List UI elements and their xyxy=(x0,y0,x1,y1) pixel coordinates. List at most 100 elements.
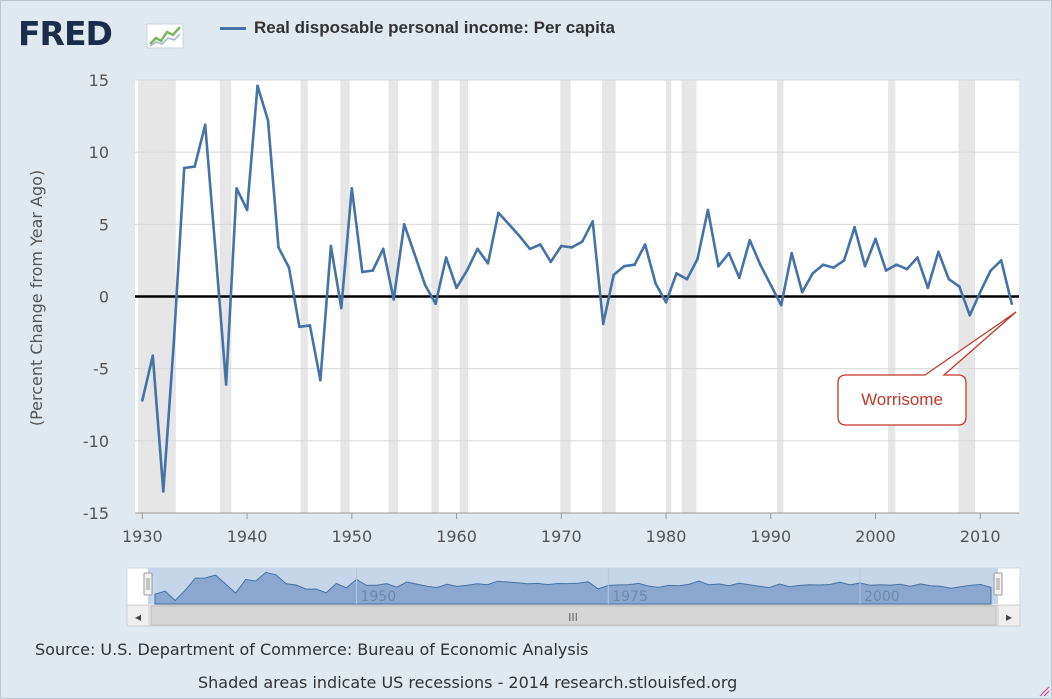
data-point xyxy=(486,262,490,265)
navigator-label: 1950 xyxy=(360,589,396,605)
data-point xyxy=(287,266,291,269)
data-point xyxy=(842,259,846,262)
annotation-bubble xyxy=(837,311,1017,426)
data-point xyxy=(497,211,500,215)
data-point xyxy=(978,290,982,294)
x-tick-label: 1980 xyxy=(646,527,687,546)
data-point xyxy=(926,286,930,290)
source-note: Source: U.S. Department of Commerce: Bur… xyxy=(35,640,589,659)
data-point xyxy=(853,225,856,229)
data-point xyxy=(350,186,354,190)
data-point xyxy=(308,324,312,327)
data-point xyxy=(769,283,773,287)
annotation-text: Worrisome xyxy=(861,390,943,409)
data-point xyxy=(612,273,615,277)
x-tick-label: 2010 xyxy=(960,527,1001,546)
data-point xyxy=(685,277,689,281)
data-point xyxy=(937,250,940,254)
scroll-right-icon: ▸ xyxy=(1006,610,1012,624)
y-axis-label: (Percent Change from Year Ago) xyxy=(27,170,46,426)
scrollbar-thumb[interactable] xyxy=(150,605,997,626)
navigator-right-handle[interactable] xyxy=(993,572,1003,596)
y-tick-label: 5 xyxy=(99,215,109,234)
scrollbar-grip: III xyxy=(568,611,578,624)
series-line xyxy=(141,84,1013,493)
data-point xyxy=(800,290,804,294)
data-point xyxy=(151,354,155,357)
x-tick-label: 1970 xyxy=(541,527,582,546)
data-point xyxy=(329,244,333,248)
data-point xyxy=(549,260,553,264)
resize-grip-icon[interactable] xyxy=(1038,685,1050,697)
annotation-callout xyxy=(837,311,1017,426)
y-tick-label: -5 xyxy=(93,360,109,379)
navigator-left-handle[interactable] xyxy=(143,572,153,596)
data-point xyxy=(518,234,521,238)
logo-graph-icon xyxy=(146,23,184,49)
data-point xyxy=(601,322,605,326)
data-point xyxy=(895,263,898,267)
chart-legend[interactable]: Real disposable personal income: Per cap… xyxy=(220,18,615,38)
data-point xyxy=(748,238,752,242)
data-point xyxy=(507,223,511,226)
data-point xyxy=(539,243,542,246)
navigator[interactable]: 1950 1975 2000 III ◂ ▸ xyxy=(126,567,1021,627)
data-point xyxy=(622,264,626,268)
data-point xyxy=(224,383,228,386)
data-point xyxy=(706,208,710,212)
series-layer xyxy=(141,84,1013,493)
legend-label: Real disposable personal income: Per cap… xyxy=(254,18,615,37)
data-point xyxy=(172,341,176,344)
data-point xyxy=(423,283,427,287)
fred-logo[interactable]: FRED xyxy=(18,14,113,53)
data-point xyxy=(1010,302,1013,306)
data-point xyxy=(245,208,249,212)
data-point xyxy=(182,166,186,170)
data-point xyxy=(654,282,657,285)
data-point xyxy=(193,165,197,168)
data-point xyxy=(360,270,364,274)
data-point xyxy=(957,285,961,288)
scroll-left-button[interactable] xyxy=(126,604,150,627)
data-point xyxy=(371,269,375,272)
data-point xyxy=(779,303,783,307)
data-point xyxy=(727,251,731,255)
data-point xyxy=(999,259,1003,262)
data-point xyxy=(434,302,437,306)
data-point xyxy=(738,276,741,280)
y-tick-label: 15 xyxy=(89,71,109,90)
x-tick-label: 1950 xyxy=(331,527,372,546)
data-point xyxy=(633,263,636,267)
data-point xyxy=(141,399,144,402)
data-point xyxy=(319,378,322,382)
y-tick-label: -15 xyxy=(83,504,109,523)
data-point xyxy=(968,313,972,317)
data-point xyxy=(381,247,385,251)
data-point xyxy=(203,123,207,127)
data-point xyxy=(559,244,563,248)
axes: -15 -10 -5 0 5 10 15 1930 1940 1950 1960 1970 1980 19… xyxy=(83,71,1019,546)
data-point xyxy=(591,220,595,223)
data-point xyxy=(465,269,469,272)
y-tick-label: 10 xyxy=(89,143,109,162)
legend-line-swatch xyxy=(220,26,246,30)
data-point xyxy=(580,240,584,243)
data-point xyxy=(444,256,448,259)
data-point xyxy=(821,263,825,267)
y-tick-label: -10 xyxy=(83,432,109,451)
scroll-left-icon: ◂ xyxy=(135,610,141,624)
data-point xyxy=(696,257,699,261)
data-point xyxy=(161,490,165,493)
data-point xyxy=(790,251,794,255)
navigator-label: 2000 xyxy=(864,589,900,605)
data-point xyxy=(863,264,867,268)
scroll-right-button[interactable] xyxy=(997,604,1021,627)
data-point xyxy=(758,263,762,267)
navigator-series-area xyxy=(154,571,992,605)
data-point xyxy=(717,264,720,268)
data-point xyxy=(643,243,647,246)
data-point xyxy=(413,253,416,256)
data-point xyxy=(298,325,301,329)
x-tick-label: 1990 xyxy=(750,527,791,546)
